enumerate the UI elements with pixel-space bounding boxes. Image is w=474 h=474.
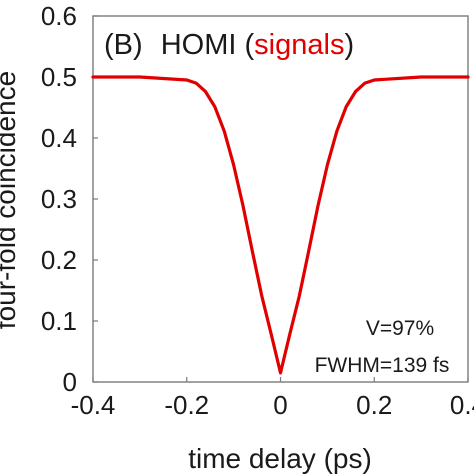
x-tick-label: -0.4: [71, 390, 116, 420]
series-layer: [91, 75, 470, 375]
fwhm-annotation: FWHM=139 fs: [315, 354, 450, 377]
x-tick-label: 0.2: [356, 390, 392, 420]
y-tick-label: 0.2: [41, 245, 77, 275]
x-tick-label: -0.2: [164, 390, 209, 420]
y-tick-label: 0: [63, 367, 77, 397]
x-tick-label: 0.4: [450, 390, 474, 420]
visibility-annotation: V=97%: [366, 317, 434, 340]
title-prefix: HOMI (: [161, 29, 255, 61]
y-tick-label: 0.6: [41, 1, 77, 31]
x-axis-label: time delay (ps): [188, 443, 372, 474]
panel-tag: (B): [104, 29, 143, 61]
x-tick-label: 0: [273, 390, 287, 420]
y-axis-tick-labels: 0 0.1 0.2 0.3 0.4 0.5 0.6: [41, 1, 77, 397]
title-highlight: signals: [254, 29, 344, 61]
x-axis-tick-labels: -0.4 -0.2 0 0.2 0.4: [71, 390, 474, 420]
y-tick-label: 0.1: [41, 306, 77, 336]
y-tick-label: 0.4: [41, 123, 77, 153]
y-tick-label: 0.3: [41, 184, 77, 214]
y-axis-label: four-fold coincidence: [0, 71, 21, 329]
x-axis-ticks: [92, 377, 469, 382]
y-tick-label: 0.5: [41, 62, 77, 92]
title-suffix: ): [344, 29, 354, 61]
panel-title: (B) HOMI (signals): [104, 29, 354, 61]
series-line: [91, 75, 470, 375]
